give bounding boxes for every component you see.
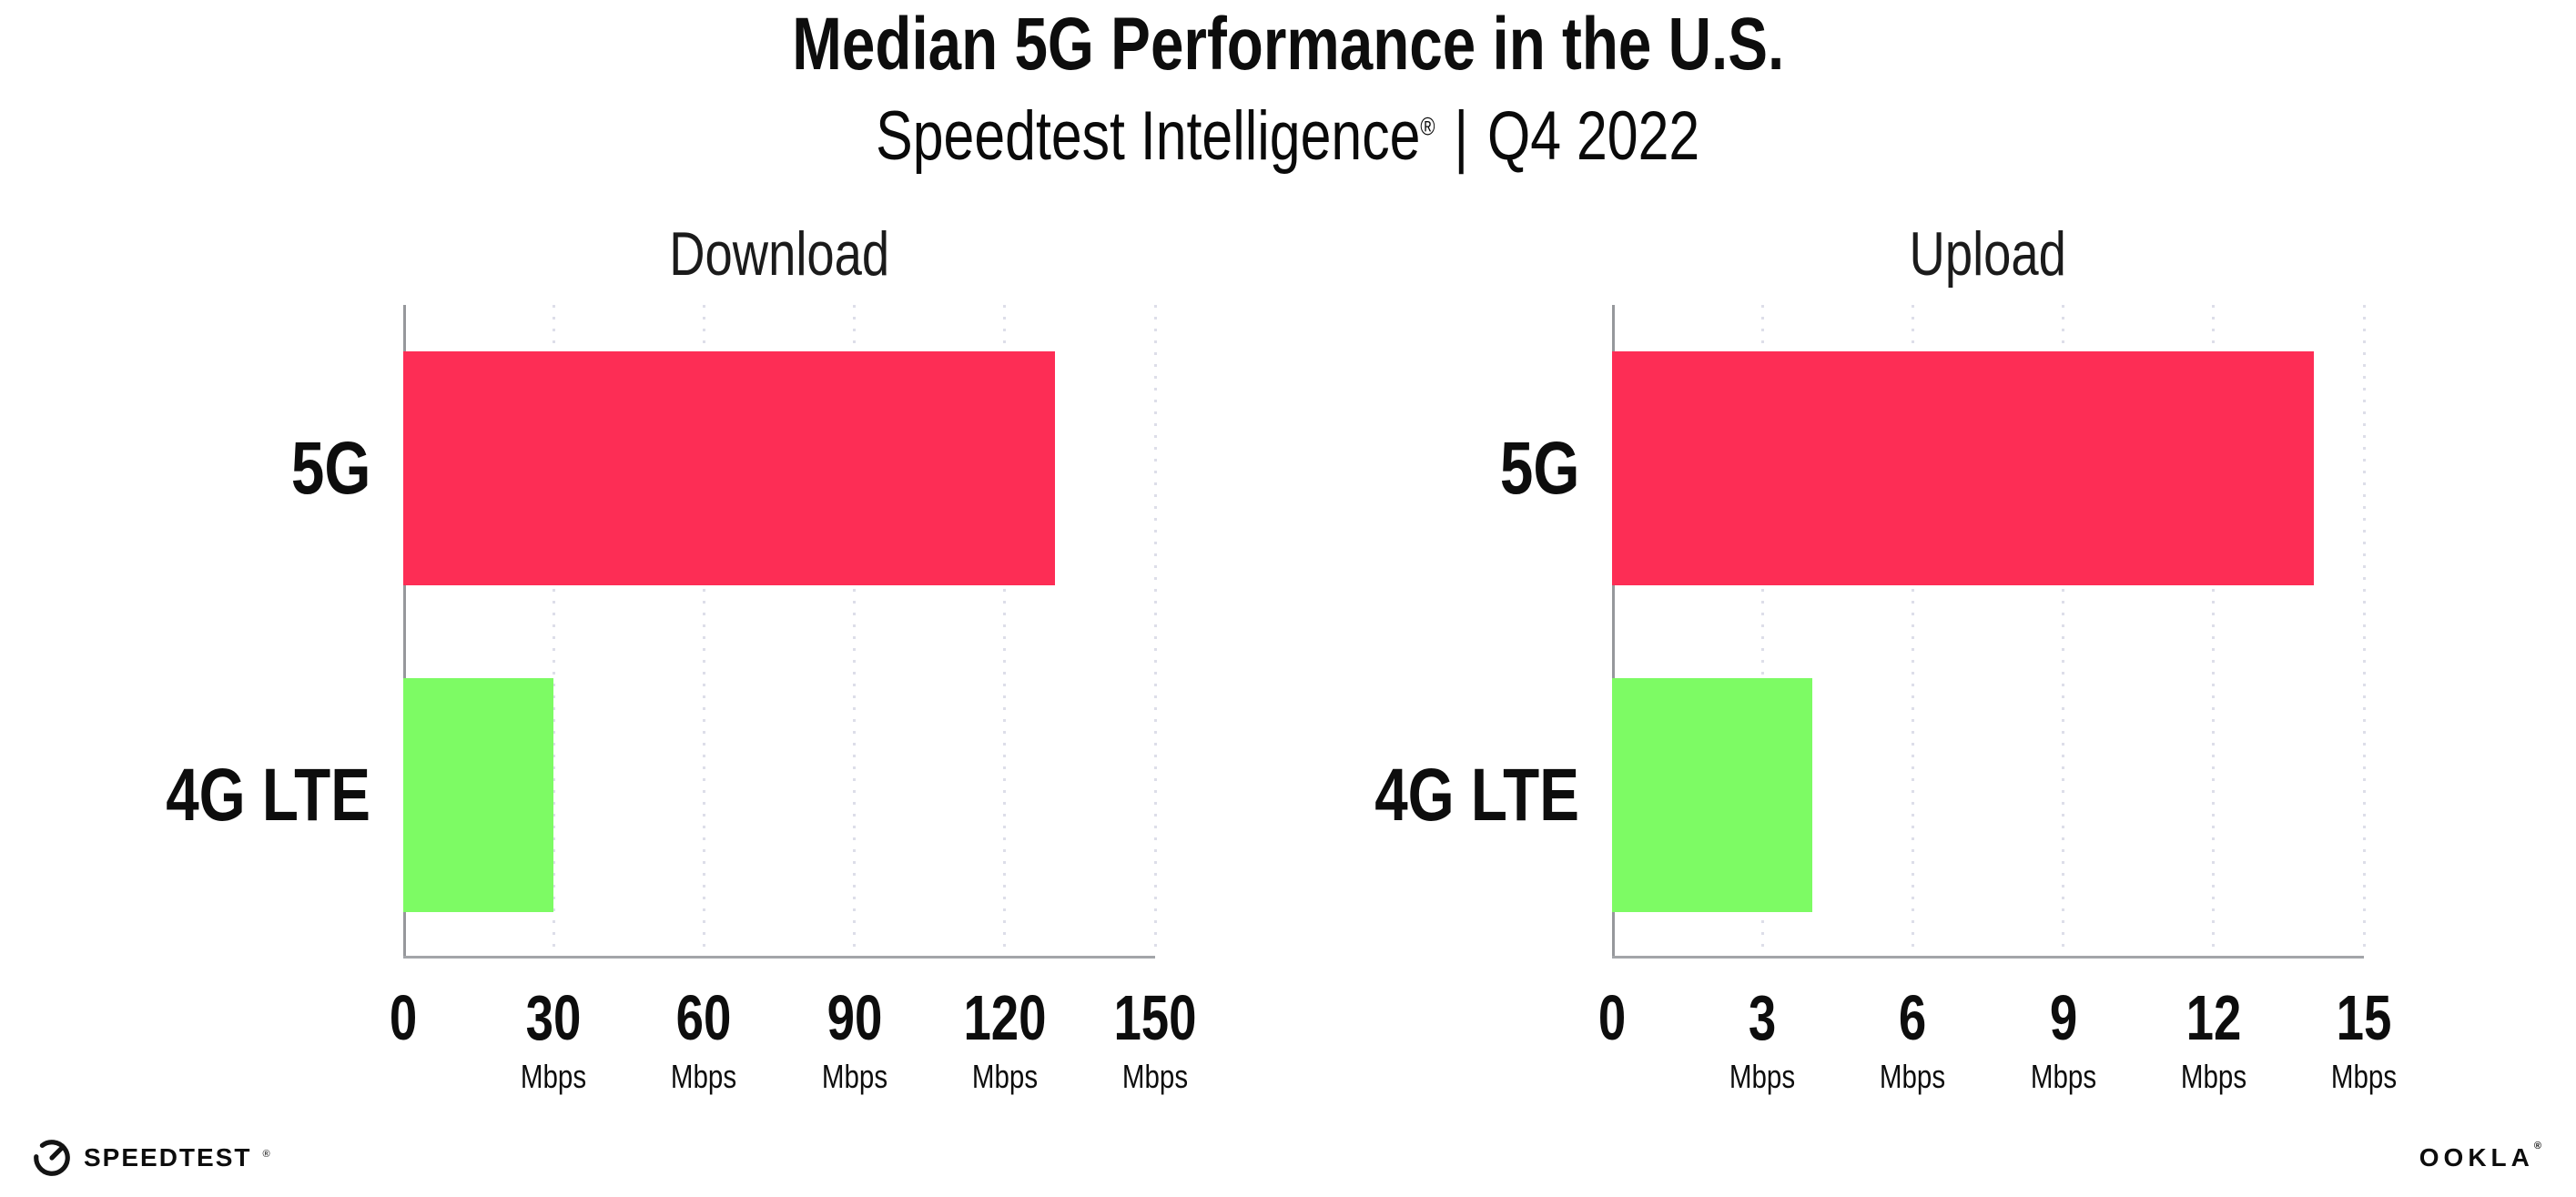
category-label-4g-lte: 4G LTE [166,753,370,837]
x-tick-unit: Mbps [821,1058,887,1095]
x-tick-unit: Mbps [1121,1058,1189,1095]
x-tick-6: 6 Mbps [1821,986,2003,1093]
x-tick-value: 120 [963,982,1047,1053]
ookla-logo-text: OOKLA [2419,1143,2534,1172]
x-axis-line [403,956,1155,959]
y-axis-line [403,305,406,959]
x-tick-unit: Mbps [1880,1058,1946,1095]
x-tick-value: 60 [676,982,732,1053]
page-title-text: Median 5G Performance in the U.S. [792,3,1784,86]
x-tick-120: 120 Mbps [914,986,1096,1093]
x-tick-150: 150 Mbps [1064,986,1246,1093]
x-axis-line [1612,956,2364,959]
x-tick-value: 6 [1899,982,1927,1053]
gridline-9 [2062,305,2065,956]
x-tick-value: 9 [2049,982,2077,1053]
y-axis-line [1612,305,1615,959]
x-tick-unit: Mbps [2330,1058,2398,1095]
subtitle-product: Speedtest Intelligence [876,97,1421,175]
subtitle-period: Q4 2022 [1487,97,1700,175]
speedtest-gauge-icon [31,1137,73,1179]
download-chart: Download 5G 4G LTE 0 30 Mbps 60 Mbps 90 Mbps 120 Mb… [166,223,1196,1093]
x-tick-60: 60 Mbps [613,986,795,1093]
gridline-15 [2362,305,2366,956]
category-label-5g: 5G [1499,426,1579,510]
chart-title-upload: Upload [1612,223,2364,285]
x-tick-value: 3 [1749,982,1777,1053]
category-label-5g: 5G [290,426,370,510]
bar-5g [403,351,1055,585]
page-subtitle: Speedtest Intelligence® | Q4 2022 [0,100,2576,173]
x-tick-unit: Mbps [671,1058,737,1095]
chart-title-text: Upload [1909,219,2067,289]
ookla-logo: OOKLA® [2419,1141,2546,1172]
bar-4g-lte [1612,678,1813,912]
x-tick-15: 15 Mbps [2273,986,2455,1093]
gridline-120 [1003,305,1007,956]
chart-title-text: Download [669,219,889,289]
x-tick-value: 0 [1597,982,1627,1053]
ookla-registered-mark: ® [2533,1141,2546,1151]
x-tick-value: 12 [2186,982,2242,1053]
registered-mark: ® [1420,112,1435,141]
x-tick-9: 9 Mbps [1973,986,2155,1093]
gridline-90 [853,305,857,956]
bar-5g [1612,351,2314,585]
x-tick-unit: Mbps [521,1058,587,1095]
speedtest-registered-mark: ® [262,1148,270,1160]
x-tick-3: 3 Mbps [1671,986,1853,1093]
bar-4g-lte [403,678,554,912]
gridline-30 [552,305,555,956]
x-tick-0: 0 [312,986,494,1050]
speedtest-logo-text: SPEEDTEST [84,1143,252,1172]
chart-title-download: Download [403,223,1155,285]
gridline-150 [1153,305,1157,956]
x-tick-value: 150 [1113,982,1197,1053]
upload-chart: Upload 5G 4G LTE 0 3 Mbps 6 Mbps 9 Mbps 12 Mbps 15 Mb… [1374,223,2397,1093]
page-subtitle-text: Speedtest Intelligence® | Q4 2022 [876,100,1699,173]
x-tick-value: 30 [525,982,582,1053]
x-tick-12: 12 Mbps [2123,986,2305,1093]
speedtest-logo: SPEEDTEST ® [31,1137,270,1179]
x-tick-unit: Mbps [1729,1058,1796,1095]
gridline-3 [1760,305,1764,956]
x-tick-0: 0 [1521,986,1703,1050]
x-tick-unit: Mbps [971,1058,1038,1095]
x-tick-unit: Mbps [2180,1058,2246,1095]
x-tick-30: 30 Mbps [462,986,644,1093]
x-tick-value: 90 [827,982,882,1053]
x-tick-value: 15 [2336,982,2392,1053]
gridline-12 [2212,305,2216,956]
x-tick-90: 90 Mbps [764,986,946,1093]
x-tick-value: 0 [389,982,418,1053]
subtitle-separator: | [1454,97,1469,175]
gridline-6 [1911,305,1914,956]
x-tick-unit: Mbps [2030,1058,2096,1095]
gridline-60 [702,305,705,956]
page-title: Median 5G Performance in the U.S. [0,5,2576,84]
category-label-4g-lte: 4G LTE [1374,753,1579,837]
